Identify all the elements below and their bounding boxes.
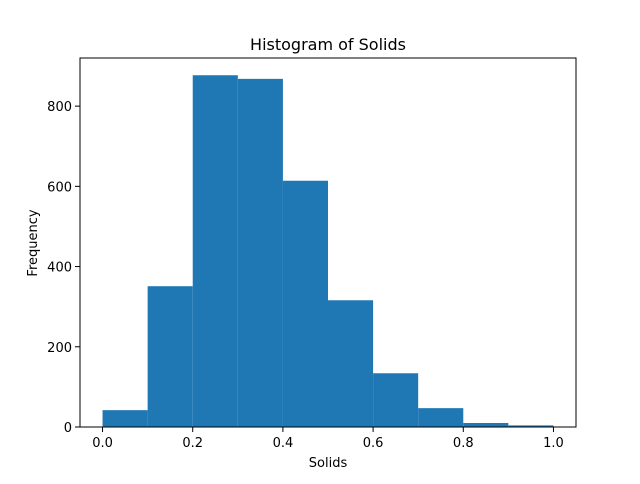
x-axis-label: Solids xyxy=(309,456,348,471)
histogram-bar-2 xyxy=(192,75,238,428)
histogram-bar-6 xyxy=(373,373,419,427)
histogram-bar-3 xyxy=(237,78,283,428)
y-tick-label-4: 800 xyxy=(47,100,72,115)
histogram-bar-9 xyxy=(508,425,554,427)
y-tick-label-1: 200 xyxy=(47,341,72,356)
histogram-bar-4 xyxy=(282,180,328,427)
histogram-bar-0 xyxy=(102,410,148,427)
y-axis-label: Frequency xyxy=(26,209,41,276)
y-tick-label-2: 400 xyxy=(47,261,72,276)
plot-frame xyxy=(79,57,577,428)
x-axis: 0.0 0.2 0.4 0.6 0.8 1.0 xyxy=(92,427,564,451)
histogram-bar-7 xyxy=(418,408,464,427)
x-tick-label-2: 0.4 xyxy=(273,436,294,451)
histogram-bar-1 xyxy=(147,286,193,427)
histogram-bar-5 xyxy=(328,300,374,427)
x-tick-label-4: 0.8 xyxy=(453,436,474,451)
bars-group xyxy=(102,75,554,428)
y-axis: 0 200 400 600 800 xyxy=(47,100,80,436)
x-tick-label-1: 0.2 xyxy=(182,436,203,451)
y-tick-label-3: 600 xyxy=(47,180,72,195)
x-tick-label-5: 1.0 xyxy=(543,436,564,451)
chart-title: Histogram of Solids xyxy=(250,35,406,54)
x-tick-label-0: 0.0 xyxy=(92,436,113,451)
histogram-bar-8 xyxy=(463,422,509,427)
x-tick-label-3: 0.6 xyxy=(363,436,384,451)
y-tick-label-0: 0 xyxy=(64,421,72,436)
